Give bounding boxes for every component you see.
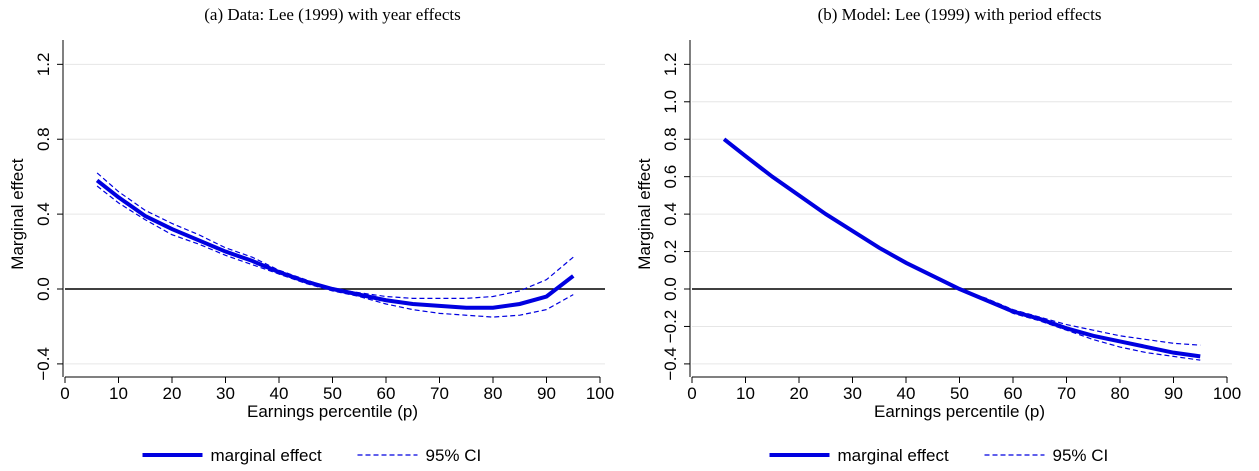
x-tick-label: 50 <box>323 384 342 403</box>
x-tick-label: 0 <box>60 384 69 403</box>
x-tick-label: 70 <box>1057 384 1076 403</box>
x-axis-label: Earnings percentile (p) <box>874 402 1045 421</box>
y-tick-label: −0.4 <box>34 347 53 381</box>
legend-label: 95% CI <box>426 446 482 465</box>
x-tick-label: 20 <box>163 384 182 403</box>
x-tick-label: 70 <box>430 384 449 403</box>
x-tick-label: 0 <box>687 384 696 403</box>
x-tick-label: 90 <box>537 384 556 403</box>
x-tick-label: 80 <box>484 384 503 403</box>
y-tick-label: 0.4 <box>661 202 680 226</box>
legend-label: 95% CI <box>1053 446 1109 465</box>
y-axis-label: Marginal effect <box>635 158 654 269</box>
data-line <box>723 138 1201 346</box>
legend-label: marginal effect <box>838 446 949 465</box>
y-tick-label: 0.0 <box>661 277 680 301</box>
y-tick-label: 0.8 <box>661 127 680 151</box>
x-tick-label: 100 <box>1213 384 1241 403</box>
x-tick-label: 90 <box>1164 384 1183 403</box>
y-tick-label: 0.8 <box>34 127 53 151</box>
y-axis-label: Marginal effect <box>8 158 27 269</box>
x-tick-label: 40 <box>270 384 289 403</box>
y-tick-label: −0.4 <box>661 347 680 381</box>
x-tick-label: 30 <box>216 384 235 403</box>
x-tick-label: 60 <box>377 384 396 403</box>
chart-title: (a) Data: Lee (1999) with year effects <box>204 5 460 24</box>
x-tick-label: 60 <box>1004 384 1023 403</box>
data-line <box>722 137 1201 359</box>
x-tick-label: 10 <box>109 384 128 403</box>
data-line <box>96 185 574 318</box>
x-axis-label: Earnings percentile (p) <box>247 402 418 421</box>
data-line <box>96 172 574 299</box>
y-tick-label: 1.0 <box>661 90 680 114</box>
y-tick-label: 0.6 <box>661 165 680 189</box>
y-tick-label: 0.2 <box>661 240 680 264</box>
x-tick-label: 100 <box>586 384 614 403</box>
x-tick-label: 20 <box>790 384 809 403</box>
y-tick-label: 0.4 <box>34 202 53 226</box>
y-tick-label: 0.0 <box>34 277 53 301</box>
y-tick-label: −0.2 <box>661 310 680 344</box>
x-tick-label: 10 <box>736 384 755 403</box>
chart-title: (b) Model: Lee (1999) with period effect… <box>818 5 1102 24</box>
y-tick-label: 1.2 <box>661 53 680 77</box>
x-tick-label: 40 <box>897 384 916 403</box>
x-tick-label: 50 <box>950 384 969 403</box>
data-line <box>723 138 1201 361</box>
x-tick-label: 80 <box>1111 384 1130 403</box>
legend-label: marginal effect <box>211 446 322 465</box>
x-tick-label: 30 <box>843 384 862 403</box>
y-tick-label: 1.2 <box>34 53 53 77</box>
